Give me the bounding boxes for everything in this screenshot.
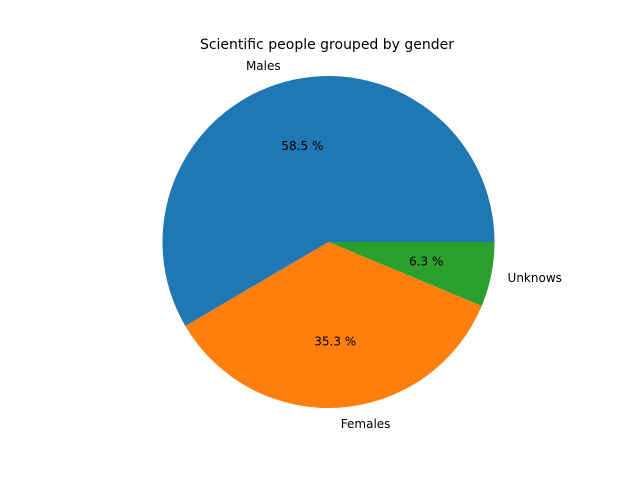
slice-percent-females: 35.3 % (314, 334, 356, 348)
slice-label-unknows: Unknows (508, 271, 562, 285)
pie-slice-males (162, 76, 495, 326)
pie-slice-females (185, 242, 482, 409)
slice-percent-unknows: 6.3 % (409, 255, 443, 269)
pie-slices (162, 76, 495, 409)
pie-slice-unknows (328, 242, 495, 306)
chart-title: Scientific people grouped by gender (200, 37, 454, 53)
pie-labels: Males 58.5 % Females 35.3 % Unknows 6.3 % (246, 59, 562, 431)
slice-label-males: Males (246, 59, 281, 73)
slice-label-females: Females (341, 417, 391, 431)
slice-percent-males: 58.5 % (281, 139, 323, 153)
